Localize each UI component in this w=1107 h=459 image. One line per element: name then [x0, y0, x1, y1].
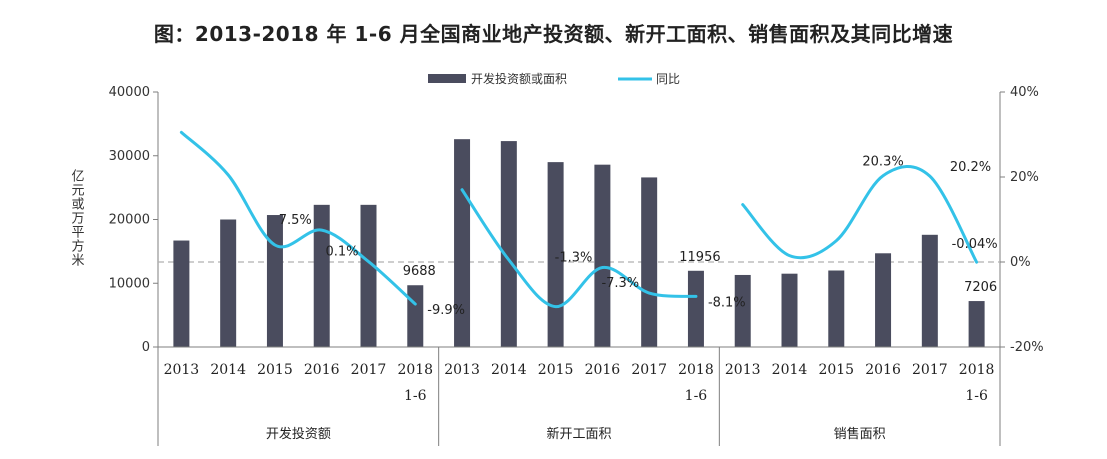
yoy-line: [179, 130, 417, 306]
x-tick-label: 1-6: [685, 388, 708, 404]
bar-value-label: 9688: [403, 264, 436, 279]
x-tick-label: 2017: [912, 362, 948, 378]
line-value-label: -7.3%: [601, 276, 639, 291]
x-tick-label: 2017: [631, 362, 667, 378]
y-axis-title-char: 元: [71, 184, 84, 199]
line-value-label: -9.9%: [427, 303, 465, 318]
x-tick-label: 2017: [351, 362, 387, 378]
group-label: 销售面积: [834, 426, 886, 442]
line-value-label: 0.1%: [325, 245, 358, 260]
x-tick-label: 2013: [444, 362, 480, 378]
x-tick-label: 2015: [257, 362, 293, 378]
legend-label-bar: 开发投资额或面积: [471, 71, 567, 86]
bar: [828, 270, 845, 347]
y2-tick-label: 0%: [1010, 255, 1031, 270]
line-value-label: -0.04%: [952, 237, 998, 252]
y-axis-title-char: 或: [71, 198, 84, 213]
group-label: 新开工面积: [546, 426, 611, 442]
bar: [360, 204, 377, 347]
line-value-label: 7.5%: [279, 213, 312, 228]
yoy-line: [460, 188, 698, 309]
y-tick-label: 0: [142, 340, 150, 355]
x-tick-label: 2016: [304, 362, 340, 378]
line-value-label: -1.3%: [555, 251, 593, 266]
bar: [313, 204, 330, 347]
y-axis-title-char: 平: [71, 226, 84, 241]
x-tick-label: 2013: [725, 362, 761, 378]
line-value-label: 20.3%: [862, 155, 903, 170]
bar: [454, 139, 471, 347]
bar-value-label: 11956: [679, 250, 720, 265]
bar-value-label: 7206: [964, 280, 997, 295]
legend-label-line: 同比: [656, 72, 680, 86]
x-tick-label: 2018: [678, 362, 714, 378]
y-axis-title-char: 方: [71, 239, 84, 255]
y-tick-label: 40000: [109, 85, 150, 100]
y-tick-label: 20000: [109, 213, 150, 228]
bar: [173, 240, 190, 347]
bar: [921, 234, 938, 347]
bar: [500, 141, 517, 347]
bar: [407, 285, 424, 347]
y-axis-title-char: 亿: [71, 170, 84, 185]
x-tick-label: 1-6: [965, 388, 988, 404]
y-tick-label: 10000: [109, 276, 150, 291]
bar: [968, 301, 985, 347]
y2-tick-label: 40%: [1010, 85, 1039, 100]
bar: [220, 219, 237, 347]
y-axis-title-char: 万: [71, 212, 84, 227]
bar: [781, 273, 798, 347]
bar: [266, 215, 283, 347]
bar: [547, 162, 564, 347]
x-tick-label: 2014: [772, 362, 808, 378]
legend-swatch-bar: [428, 74, 466, 83]
x-tick-label: 2016: [865, 362, 901, 378]
x-tick-label: 2018: [959, 362, 995, 378]
x-tick-label: 2016: [585, 362, 621, 378]
bar: [734, 274, 751, 347]
y-tick-label: 30000: [109, 149, 150, 164]
y2-tick-label: -20%: [1010, 340, 1044, 355]
chart-title: 图：2013-2018 年 1-6 月全国商业地产投资额、新开工面积、销售面积及…: [153, 22, 954, 46]
x-tick-label: 1-6: [404, 388, 427, 404]
x-tick-label: 2015: [818, 362, 854, 378]
bar: [641, 177, 658, 347]
group-label: 开发投资额: [266, 426, 331, 442]
bar: [594, 164, 611, 347]
line-value-label: 20.2%: [950, 160, 991, 175]
line-value-label: -8.1%: [708, 295, 746, 310]
bar: [687, 270, 704, 347]
yoy-line: [741, 164, 979, 264]
x-tick-label: 2013: [164, 362, 200, 378]
x-tick-label: 2014: [491, 362, 527, 378]
x-tick-label: 2015: [538, 362, 574, 378]
x-tick-label: 2018: [397, 362, 433, 378]
y-axis-title-char: 米: [71, 254, 84, 269]
x-tick-label: 2014: [210, 362, 246, 378]
bar: [875, 253, 892, 347]
y2-tick-label: 20%: [1010, 170, 1039, 185]
